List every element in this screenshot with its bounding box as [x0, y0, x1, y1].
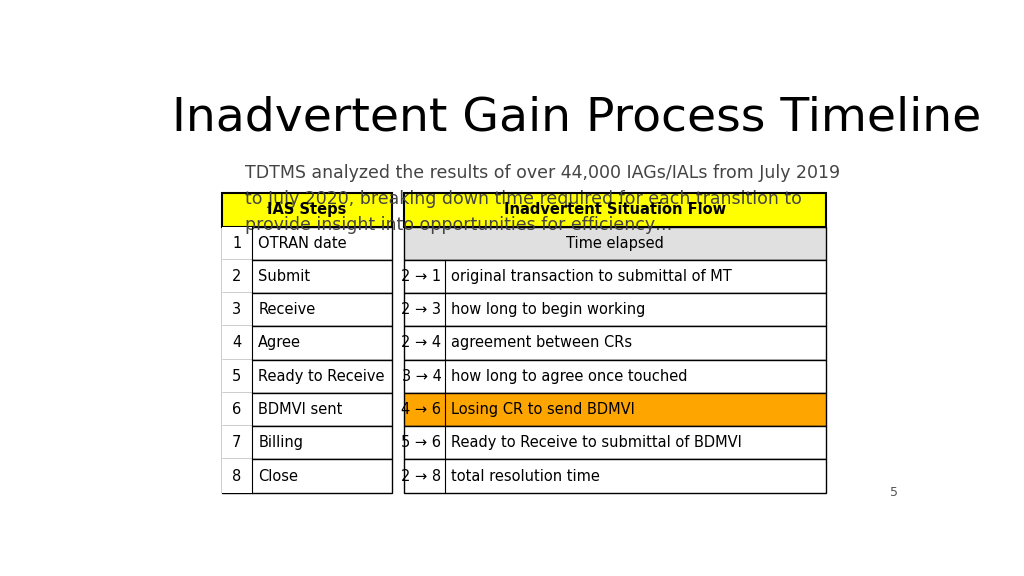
- Text: agreement between CRs: agreement between CRs: [451, 335, 632, 350]
- Bar: [221, 327, 392, 359]
- Text: how long to agree once touched: how long to agree once touched: [451, 369, 687, 384]
- Bar: [404, 226, 826, 260]
- Text: Billing: Billing: [258, 435, 303, 450]
- Bar: [221, 460, 252, 492]
- Text: 1: 1: [232, 236, 242, 251]
- Text: 2 → 8: 2 → 8: [401, 468, 441, 483]
- Bar: [221, 226, 392, 260]
- Text: Receive: Receive: [258, 302, 315, 317]
- Bar: [221, 393, 252, 426]
- Text: Inadvertent Situation Flow: Inadvertent Situation Flow: [504, 202, 726, 217]
- Text: 5 → 6: 5 → 6: [401, 435, 441, 450]
- Bar: [404, 393, 826, 426]
- Bar: [221, 226, 252, 260]
- Text: 6: 6: [232, 402, 242, 417]
- Bar: [221, 426, 392, 460]
- Text: 5: 5: [232, 369, 242, 384]
- Text: Inadvertent Gain Process Timeline: Inadvertent Gain Process Timeline: [172, 96, 981, 141]
- Text: 7: 7: [232, 435, 242, 450]
- Text: 2 → 1: 2 → 1: [401, 269, 441, 284]
- Text: 8: 8: [232, 468, 242, 483]
- Text: TDTMS analyzed the results of over 44,000 IAGs/IALs from July 2019
to July 2020,: TDTMS analyzed the results of over 44,00…: [246, 165, 841, 234]
- Text: total resolution time: total resolution time: [451, 468, 600, 483]
- Text: 5: 5: [890, 486, 898, 499]
- Bar: [221, 327, 252, 359]
- Text: BDMVI sent: BDMVI sent: [258, 402, 342, 417]
- Bar: [221, 460, 392, 492]
- Bar: [404, 293, 826, 327]
- Bar: [404, 260, 826, 293]
- Text: OTRAN date: OTRAN date: [258, 236, 347, 251]
- Bar: [221, 293, 392, 327]
- Text: 2 → 3: 2 → 3: [401, 302, 441, 317]
- Bar: [221, 260, 392, 293]
- Text: Ready to Receive: Ready to Receive: [258, 369, 385, 384]
- Bar: [221, 260, 252, 293]
- Text: Agree: Agree: [258, 335, 301, 350]
- Bar: [404, 327, 826, 359]
- Text: Losing CR to send BDMVI: Losing CR to send BDMVI: [451, 402, 635, 417]
- Text: Submit: Submit: [258, 269, 310, 284]
- Text: 3 → 4: 3 → 4: [401, 369, 441, 384]
- Bar: [404, 194, 826, 226]
- Bar: [404, 359, 826, 393]
- Text: Close: Close: [258, 468, 298, 483]
- Bar: [221, 293, 252, 327]
- Text: how long to begin working: how long to begin working: [451, 302, 645, 317]
- Bar: [221, 359, 252, 393]
- Text: 3: 3: [232, 302, 242, 317]
- Text: Ready to Receive to submittal of BDMVI: Ready to Receive to submittal of BDMVI: [451, 435, 741, 450]
- Text: IAS Steps: IAS Steps: [267, 202, 347, 217]
- Bar: [221, 426, 252, 460]
- Text: original transaction to submittal of MT: original transaction to submittal of MT: [451, 269, 732, 284]
- Bar: [404, 460, 826, 492]
- Bar: [221, 359, 392, 393]
- Text: 2: 2: [232, 269, 242, 284]
- Bar: [404, 426, 826, 460]
- Text: 4 → 6: 4 → 6: [401, 402, 441, 417]
- Text: Time elapsed: Time elapsed: [566, 236, 665, 251]
- Text: 2 → 4: 2 → 4: [401, 335, 441, 350]
- Bar: [221, 194, 392, 226]
- Text: 4: 4: [232, 335, 242, 350]
- Bar: [221, 393, 392, 426]
